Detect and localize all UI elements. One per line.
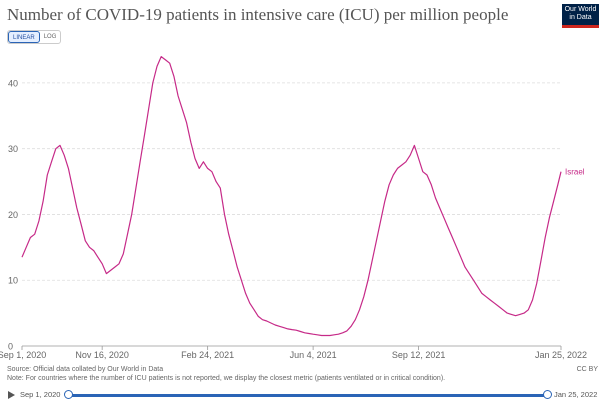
y-tick-label: 30 <box>8 144 18 154</box>
source-note: Source: Official data collated by Our Wo… <box>7 366 164 373</box>
x-tick-label: Sep 12, 2021 <box>392 350 446 360</box>
chart-footer: Source: Official data collated by Our Wo… <box>7 366 445 383</box>
y-axis-ticks: 0 10 20 30 40 <box>8 78 18 351</box>
logo-line-2: in Data <box>569 14 592 21</box>
y-tick-label: 0 <box>8 342 13 352</box>
x-tick-label: Jun 4, 2021 <box>290 350 337 360</box>
x-axis-ticks: Sep 1, 2020 Nov 16, 2020 Feb 24, 2021 Jun 4… <box>0 346 587 360</box>
series-label-israel: Israel <box>565 168 585 177</box>
gridlines <box>22 82 561 347</box>
line-chart: 0 10 20 30 40 Sep 1, 2020 Nov 16, 2020 Feb 24,… <box>0 56 587 360</box>
linear-scale-button[interactable]: LINEAR <box>8 31 40 43</box>
timeline-track[interactable] <box>68 394 547 397</box>
y-tick-label: 40 <box>8 78 18 88</box>
owid-logo[interactable]: Our World in Data <box>562 4 599 28</box>
play-icon[interactable] <box>8 391 15 399</box>
license-label[interactable]: CC BY <box>576 366 598 373</box>
timeline: Sep 1, 2020 Jan 25, 2022 <box>0 387 605 404</box>
metric-note: Note: For countries where the number of … <box>7 374 446 382</box>
x-tick-label: Nov 16, 2020 <box>75 350 129 360</box>
x-tick-label: Jan 25, 2022 <box>535 350 587 360</box>
x-tick-label: Feb 24, 2021 <box>181 350 234 360</box>
y-tick-label: 20 <box>8 210 18 220</box>
series-line-israel <box>21 56 562 337</box>
chart-title: Number of COVID-19 patients in intensive… <box>7 5 509 24</box>
y-tick-label: 10 <box>8 276 18 286</box>
timeline-end-handle[interactable] <box>543 390 552 399</box>
series-layer: Israel <box>21 56 585 337</box>
timeline-start-label: Sep 1, 2020 <box>20 390 61 399</box>
log-scale-button[interactable]: LOG <box>43 34 57 40</box>
logo-line-1: Our World <box>564 6 597 13</box>
timeline-start-handle[interactable] <box>64 390 73 399</box>
scale-toggle: LINEAR LOG <box>7 30 62 44</box>
logo-accent-bar <box>562 25 599 28</box>
timeline-end-label: Jan 25, 2022 <box>554 390 598 399</box>
x-tick-label: Sep 1, 2020 <box>0 350 46 360</box>
